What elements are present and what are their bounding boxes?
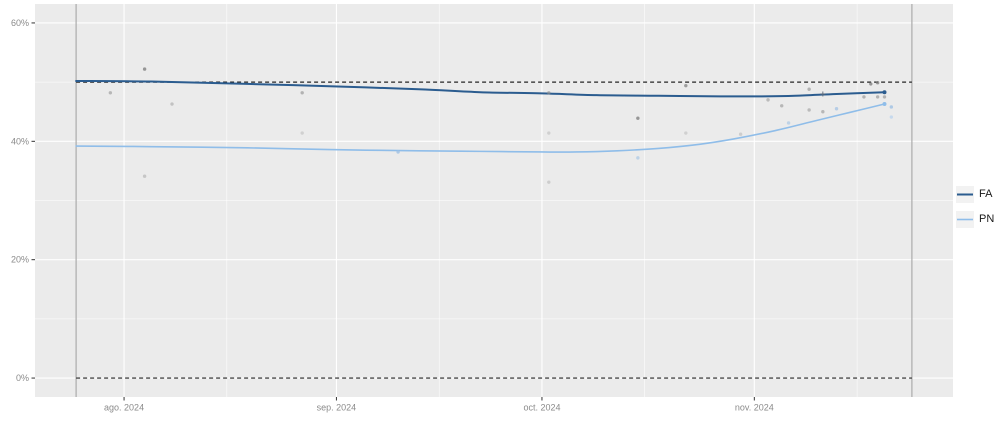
poll-point xyxy=(300,131,304,135)
poll-point xyxy=(882,95,887,99)
poll-point xyxy=(766,98,770,102)
poll-point xyxy=(889,115,894,119)
poll-point xyxy=(300,91,304,95)
poll-point xyxy=(108,91,113,95)
legend-key-pn-line xyxy=(956,211,974,228)
poll-point xyxy=(684,83,688,88)
poll-point xyxy=(807,87,811,91)
legend-label-fa: FA xyxy=(979,188,993,200)
y-tick-label: 40% xyxy=(11,136,29,146)
y-tick-label: 60% xyxy=(11,18,29,28)
legend-key-fa-line xyxy=(956,186,974,203)
poll-point xyxy=(547,131,551,135)
poll-point xyxy=(636,116,640,120)
x-tick-label: sep. 2024 xyxy=(317,403,357,413)
poll-point xyxy=(821,110,825,114)
poll-point xyxy=(807,108,811,112)
x-tick-label: nov. 2024 xyxy=(735,403,774,413)
legend-item-fa: FA xyxy=(956,186,994,203)
poll-point xyxy=(636,156,640,160)
poll-point xyxy=(786,121,791,125)
fa-trend-line xyxy=(75,79,887,98)
poll-points xyxy=(108,67,894,184)
y-tick-label: 0% xyxy=(16,373,29,383)
poll-point xyxy=(547,180,551,184)
poll-point xyxy=(862,95,866,99)
vertical-reference-lines xyxy=(75,4,913,397)
poll-point xyxy=(142,174,147,178)
poll-point xyxy=(869,82,873,86)
y-tick-label: 20% xyxy=(11,255,29,265)
legend-item-pn: PN xyxy=(956,211,994,228)
x-tick-label: oct. 2024 xyxy=(523,403,560,413)
poll-point xyxy=(875,95,880,99)
poll-point xyxy=(834,107,839,111)
poll-point xyxy=(684,131,688,135)
x-axis: ago. 2024 sep. 2024 oct. 2024 nov. 2024 xyxy=(104,397,774,413)
poll-point xyxy=(875,81,880,85)
x-tick-label: ago. 2024 xyxy=(104,403,144,413)
poll-point xyxy=(780,104,784,108)
poll-point xyxy=(170,102,174,106)
y-axis: 0% 20% 40% 60% xyxy=(11,18,35,383)
dashed-reference-lines xyxy=(76,81,912,379)
poll-point xyxy=(547,91,551,95)
poll-point xyxy=(142,67,147,71)
legend: FA PN xyxy=(956,186,994,228)
poll-point xyxy=(396,150,400,154)
grid-major xyxy=(35,4,953,397)
legend-label-pn: PN xyxy=(979,213,995,225)
poll-point xyxy=(738,132,743,136)
pn-trend-line xyxy=(75,102,887,153)
poll-point xyxy=(889,105,894,109)
